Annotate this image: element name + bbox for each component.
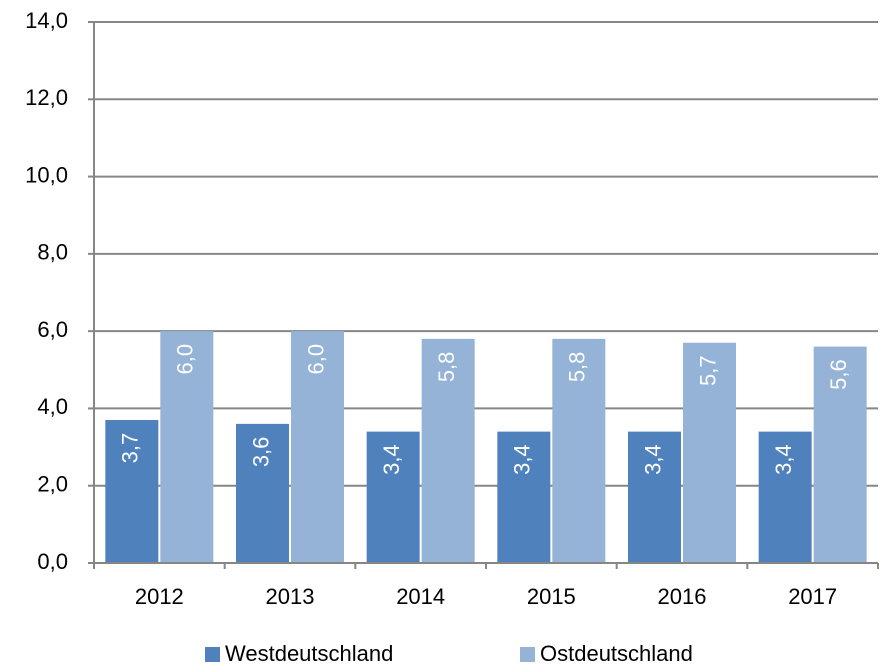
x-tick-label: 2013 [266,584,315,609]
value-label: 3,4 [379,444,404,475]
value-label: 5,8 [565,352,590,383]
y-tick-label: 4,0 [37,394,68,419]
legend-label: Ostdeutschland [540,641,693,665]
value-label: 5,6 [826,359,851,390]
legend-label: Westdeutschland [225,641,393,665]
value-label: 5,7 [695,355,720,386]
y-tick-label: 6,0 [37,317,68,342]
bar [552,338,606,563]
bar [421,338,475,563]
legend-swatch [520,647,535,662]
value-label: 6,0 [173,344,198,375]
y-tick-label: 14,0 [25,8,68,33]
bar [813,346,867,563]
bar [628,431,681,563]
x-tick-label: 2012 [135,584,184,609]
value-label: 6,0 [303,344,328,375]
y-tick-label: 0,0 [37,549,68,574]
y-tick-label: 10,0 [25,162,68,187]
bar [105,420,159,563]
legend-swatch [205,647,220,662]
value-label: 3,7 [118,433,143,464]
bar [236,423,289,563]
value-label: 3,4 [640,444,665,475]
bar [366,431,420,563]
value-label: 3,4 [771,444,796,475]
y-tick-label: 2,0 [37,472,68,497]
y-tick-label: 12,0 [25,85,68,110]
bar [160,331,214,563]
value-label: 5,8 [434,352,459,383]
x-tick-label: 2017 [788,584,837,609]
x-tick-label: 2015 [527,584,576,609]
value-label: 3,6 [248,437,273,468]
y-tick-label: 8,0 [37,240,68,265]
value-label: 3,4 [510,444,535,475]
bar [758,431,812,563]
bar [497,431,551,563]
bar [291,331,344,563]
x-tick-label: 2014 [396,584,445,609]
x-tick-label: 2016 [658,584,707,609]
bar [683,342,736,563]
